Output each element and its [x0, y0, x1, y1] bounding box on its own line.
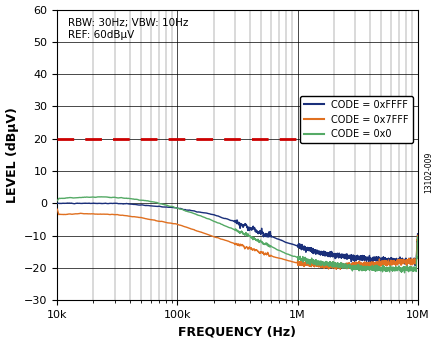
X-axis label: FREQUENCY (Hz): FREQUENCY (Hz) [178, 325, 296, 338]
Text: RBW: 30Hz; VBW: 10Hz
REF: 60dBμV: RBW: 30Hz; VBW: 10Hz REF: 60dBμV [68, 18, 188, 40]
Text: 13102-009: 13102-009 [423, 151, 432, 193]
Legend: CODE = 0xFFFF, CODE = 0x7FFF, CODE = 0x0: CODE = 0xFFFF, CODE = 0x7FFF, CODE = 0x0 [299, 96, 412, 143]
Y-axis label: LEVEL (dBμV): LEVEL (dBμV) [6, 107, 19, 203]
